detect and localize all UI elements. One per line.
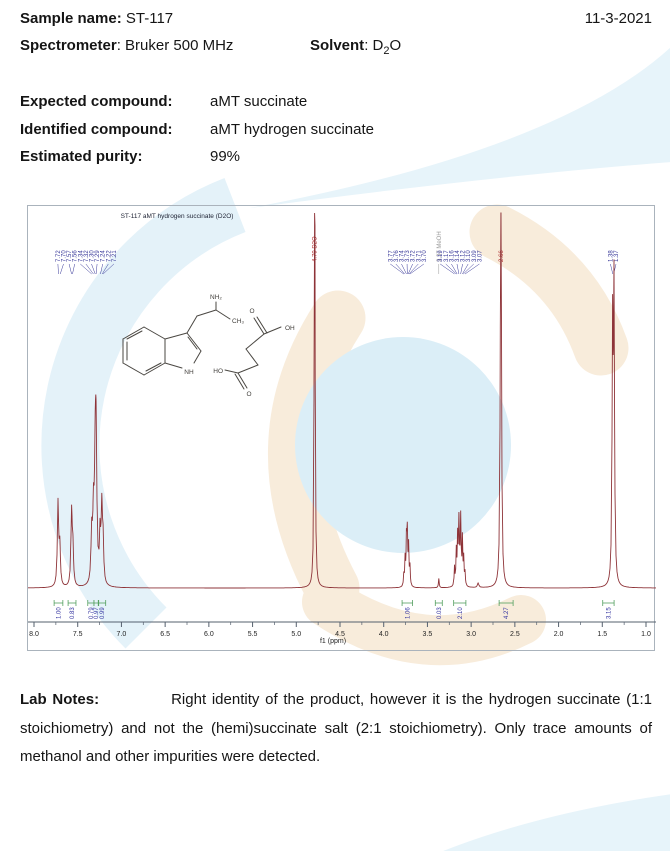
svg-text:3.37 MeOH: 3.37 MeOH	[437, 231, 443, 262]
svg-text:2.66: 2.66	[499, 250, 505, 262]
svg-text:OH: OH	[285, 325, 295, 332]
svg-text:4.0: 4.0	[379, 631, 389, 638]
svg-text:O: O	[246, 391, 251, 398]
compound-row-purity: Estimated purity: 99%	[20, 143, 374, 171]
compound-label: Expected compound:	[20, 93, 173, 111]
svg-text:3.77: 3.77	[388, 250, 394, 262]
report-date: 11-3-2021	[584, 10, 652, 27]
svg-text:1.5: 1.5	[597, 631, 607, 638]
header-instrument-row: Spectrometer: Bruker 500 MHz Solvent: D2…	[20, 37, 670, 57]
svg-text:0.97: 0.97	[94, 607, 100, 619]
sample-name-value: ST-117	[125, 10, 174, 27]
svg-text:3.74: 3.74	[399, 250, 405, 262]
compound-row-expected: Expected compound: aMT succinate	[20, 88, 374, 116]
molecule-structure: NH₂ CH₃ NH O OH HO O	[122, 294, 295, 398]
compound-label: Estimated purity:	[20, 148, 143, 166]
svg-text:2.0: 2.0	[554, 631, 564, 638]
svg-text:1.37: 1.37	[614, 250, 620, 262]
svg-text:NH: NH	[184, 369, 194, 376]
solvent-value: : D2O	[364, 37, 402, 57]
solvent-label: Solvent	[310, 37, 365, 54]
svg-text:0.99: 0.99	[100, 607, 106, 619]
svg-text:1.00: 1.00	[56, 607, 62, 619]
svg-text:3.14: 3.14	[455, 250, 461, 262]
svg-text:3.10: 3.10	[466, 250, 472, 262]
svg-text:3.5: 3.5	[423, 631, 433, 638]
svg-text:5.0: 5.0	[291, 631, 301, 638]
compound-value: aMT hydrogen succinate	[210, 120, 374, 138]
svg-text:0.83: 0.83	[70, 607, 76, 619]
svg-text:3.70: 3.70	[422, 250, 428, 262]
lab-notes-label: Lab Notes:	[20, 691, 100, 708]
nmr-spectrum-chart: ST-117 aMT hydrogen succinate (D2O) 7.72…	[27, 205, 656, 651]
svg-text:4.27: 4.27	[504, 607, 510, 619]
svg-text:5.5: 5.5	[248, 631, 258, 638]
solvent: Solvent: D2O	[310, 37, 401, 57]
header-sample-row: Sample name: ST-117 11-3-2021	[20, 10, 652, 27]
spectrometer: Spectrometer: Bruker 500 MHz	[20, 37, 233, 54]
svg-text:6.5: 6.5	[160, 631, 170, 638]
svg-text:3.76: 3.76	[394, 250, 400, 262]
svg-text:1.06: 1.06	[405, 607, 411, 619]
svg-text:3.19: 3.19	[438, 250, 444, 262]
sample-name-label: Sample name:	[20, 10, 122, 27]
svg-text:7.5: 7.5	[73, 631, 83, 638]
svg-text:2.5: 2.5	[510, 631, 520, 638]
svg-text:CH₃: CH₃	[232, 318, 244, 325]
svg-text:7.0: 7.0	[117, 631, 127, 638]
svg-text:0.03: 0.03	[437, 607, 443, 619]
svg-text:3.71: 3.71	[416, 250, 422, 262]
svg-text:8.0: 8.0	[29, 631, 39, 638]
chart-title: ST-117 aMT hydrogen succinate (D2O)	[121, 213, 234, 220]
svg-text:3.15: 3.15	[606, 607, 612, 619]
x-axis-title: f1 (ppm)	[320, 638, 346, 645]
svg-text:NH₂: NH₂	[210, 294, 222, 301]
svg-text:3.07: 3.07	[477, 250, 483, 262]
compound-label: Identified compound:	[20, 120, 173, 138]
svg-text:4.79 D2O: 4.79 D2O	[313, 236, 319, 262]
svg-text:4.5: 4.5	[335, 631, 345, 638]
svg-text:3.0: 3.0	[466, 631, 476, 638]
svg-text:3.17: 3.17	[444, 250, 450, 262]
svg-text:3.12: 3.12	[461, 250, 467, 262]
svg-text:3.16: 3.16	[449, 250, 455, 262]
svg-text:2.10: 2.10	[458, 607, 464, 619]
svg-text:7.21: 7.21	[112, 250, 118, 262]
lab-notes-text: Right identity of the product, however i…	[20, 691, 653, 765]
peak-labels: 7.72 7.70 7.57 7.56 7.34 7.32 7.30 7.29 7.24 7.22…	[56, 231, 620, 275]
integral-marks: 1.00 0.83 0.79 0.97 0.99 1.06 0.03 2.10 4.27 3.15	[53, 600, 615, 619]
x-axis: 8.0 7.5 7.0 6.5 6.0 5.5 5.0 4.5 4.0 3.5 3.0 2.5 2.0 1…	[28, 621, 656, 638]
svg-text:HO: HO	[213, 368, 223, 375]
svg-text:1.0: 1.0	[641, 631, 651, 638]
svg-text:3.73: 3.73	[405, 250, 411, 262]
compound-row-identified: Identified compound: aMT hydrogen succin…	[20, 116, 374, 144]
spectrum-trace	[28, 212, 656, 589]
compound-value: 99%	[210, 148, 241, 166]
svg-text:3.72: 3.72	[411, 250, 417, 262]
spectrum-svg: ST-117 aMT hydrogen succinate (D2O) 7.72…	[28, 212, 656, 645]
spectrometer-label: Spectrometer	[20, 37, 117, 54]
lab-notes: Lab Notes: Right identity of the product,…	[20, 686, 652, 772]
compound-value: aMT succinate	[210, 93, 308, 111]
compound-table: Expected compound: aMT succinate Identif…	[20, 88, 374, 171]
svg-text:O: O	[249, 308, 254, 315]
sample-name: Sample name: ST-117	[20, 10, 173, 27]
svg-text:6.0: 6.0	[204, 631, 214, 638]
spectrometer-value: : Bruker 500 MHz	[116, 37, 234, 54]
